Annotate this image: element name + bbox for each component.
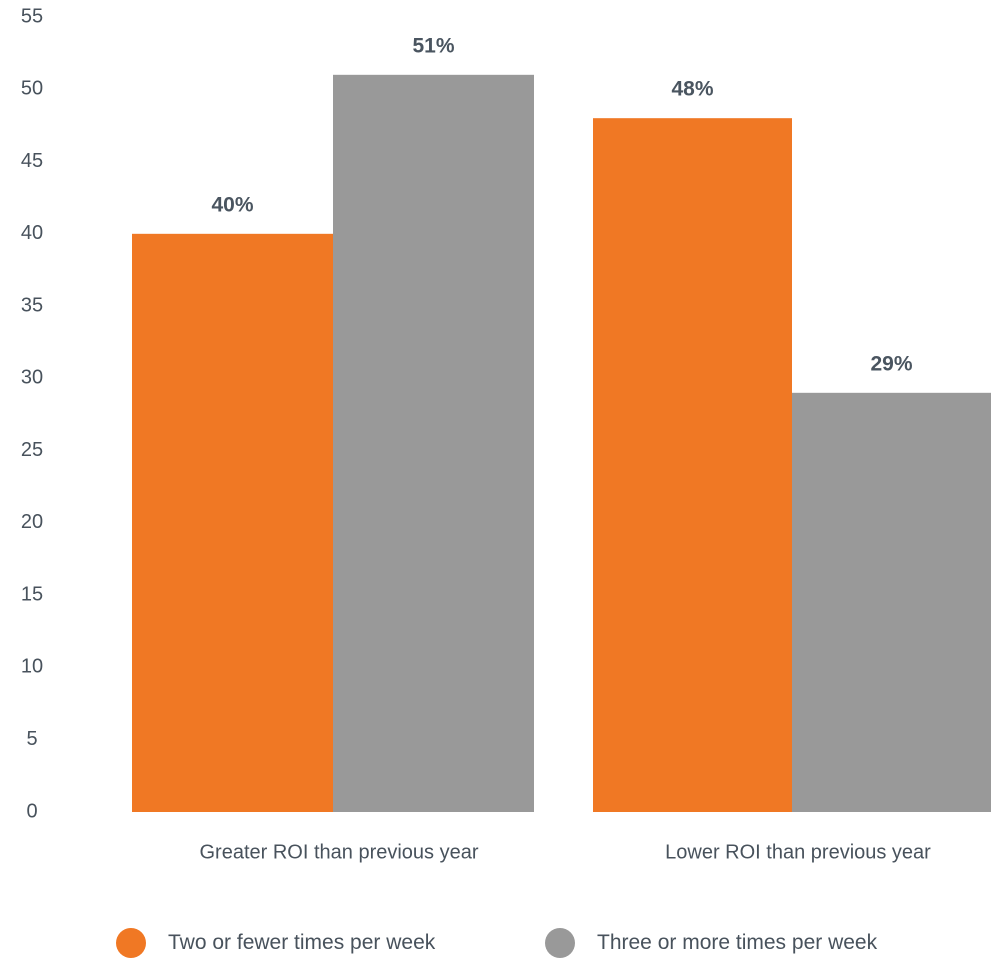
y-tick-label: 45 bbox=[21, 150, 43, 172]
y-axis: 0 5 10 15 20 25 30 35 40 45 50 55 bbox=[21, 5, 43, 822]
legend-item-series-2: Three or more times per week bbox=[545, 928, 877, 958]
legend-label-series-1: Two or fewer times per week bbox=[168, 931, 436, 954]
legend-label-series-2: Three or more times per week bbox=[597, 931, 878, 954]
bar-chart: 0 5 10 15 20 25 30 35 40 45 50 55 40% 51% 48% 29% Grea… bbox=[21, 5, 991, 863]
data-labels: 40% 51% 48% 29% bbox=[211, 34, 912, 375]
y-tick-label: 25 bbox=[21, 439, 43, 461]
y-tick-label: 20 bbox=[21, 511, 43, 533]
data-label: 51% bbox=[412, 34, 454, 57]
x-axis: Greater ROI than previous year Lower ROI … bbox=[199, 841, 931, 863]
legend-swatch-series-1 bbox=[116, 928, 146, 958]
bar-2-series-2 bbox=[792, 392, 991, 812]
y-tick-label: 35 bbox=[21, 294, 43, 316]
bar-2-series-1 bbox=[593, 118, 792, 812]
bars bbox=[132, 74, 991, 813]
legend: Two or fewer times per week Three or mor… bbox=[0, 928, 992, 962]
y-tick-label: 0 bbox=[26, 800, 37, 822]
y-tick-label: 10 bbox=[21, 656, 43, 678]
bar-1-series-1 bbox=[132, 233, 333, 812]
y-tick-label: 55 bbox=[21, 5, 43, 27]
y-tick-label: 5 bbox=[26, 728, 37, 750]
y-tick-label: 15 bbox=[21, 583, 43, 605]
data-label: 29% bbox=[870, 352, 912, 375]
y-tick-label: 40 bbox=[21, 222, 43, 244]
y-tick-label: 50 bbox=[21, 78, 43, 100]
bar-1-series-2 bbox=[333, 74, 534, 813]
data-label: 40% bbox=[211, 193, 253, 216]
legend-item-series-1: Two or fewer times per week bbox=[116, 928, 435, 958]
legend-swatch-series-2 bbox=[545, 928, 575, 958]
data-label: 48% bbox=[671, 78, 713, 101]
x-category-label: Greater ROI than previous year bbox=[199, 841, 478, 863]
x-category-label: Lower ROI than previous year bbox=[665, 841, 931, 863]
y-tick-label: 30 bbox=[21, 367, 43, 389]
